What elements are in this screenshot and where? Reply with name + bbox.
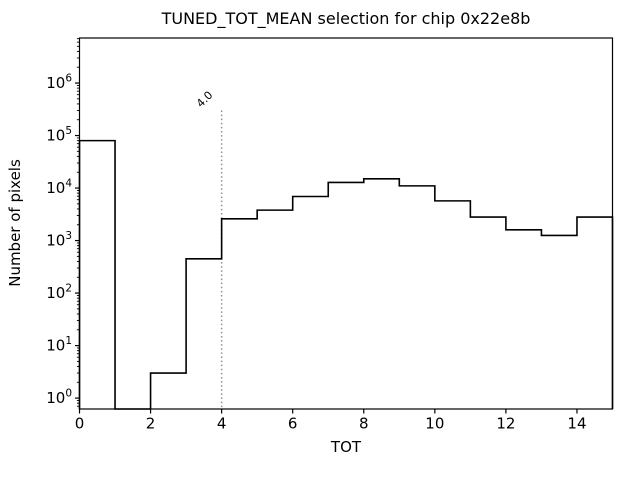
x-tick-label: 0 (75, 415, 85, 433)
histogram-step-line (78, 139, 614, 410)
x-tick-label: 14 (567, 415, 586, 433)
y-tick-label: 105 (46, 125, 72, 145)
threshold-annotation: 4.0 (194, 89, 216, 111)
x-tick-label: 6 (288, 415, 298, 433)
y-tick-label: 102 (46, 283, 72, 303)
x-tick-label: 4 (217, 415, 227, 433)
x-tick-label: 2 (146, 415, 156, 433)
y-tick-label: 104 (46, 178, 72, 198)
x-major-ticks: 0 2 4 6 8 10 12 14 (75, 409, 587, 433)
plot-frame (78, 37, 614, 410)
x-tick-label: 10 (425, 415, 444, 433)
x-tick-label: 8 (359, 415, 369, 433)
y-tick-label: 103 (46, 230, 72, 250)
y-axis-label: Number of pixels (6, 159, 24, 287)
y-tick-label: 101 (46, 335, 72, 355)
x-axis-label: TOT (330, 438, 362, 456)
y-tick-label: 100 (46, 388, 72, 408)
x-tick-label: 12 (496, 415, 515, 433)
y-major-ticks: 100 101 102 103 104 105 106 (46, 73, 80, 408)
histogram-path (78, 139, 614, 410)
chart-title: TUNED_TOT_MEAN selection for chip 0x22e8… (161, 9, 531, 29)
y-tick-label: 106 (46, 73, 72, 93)
